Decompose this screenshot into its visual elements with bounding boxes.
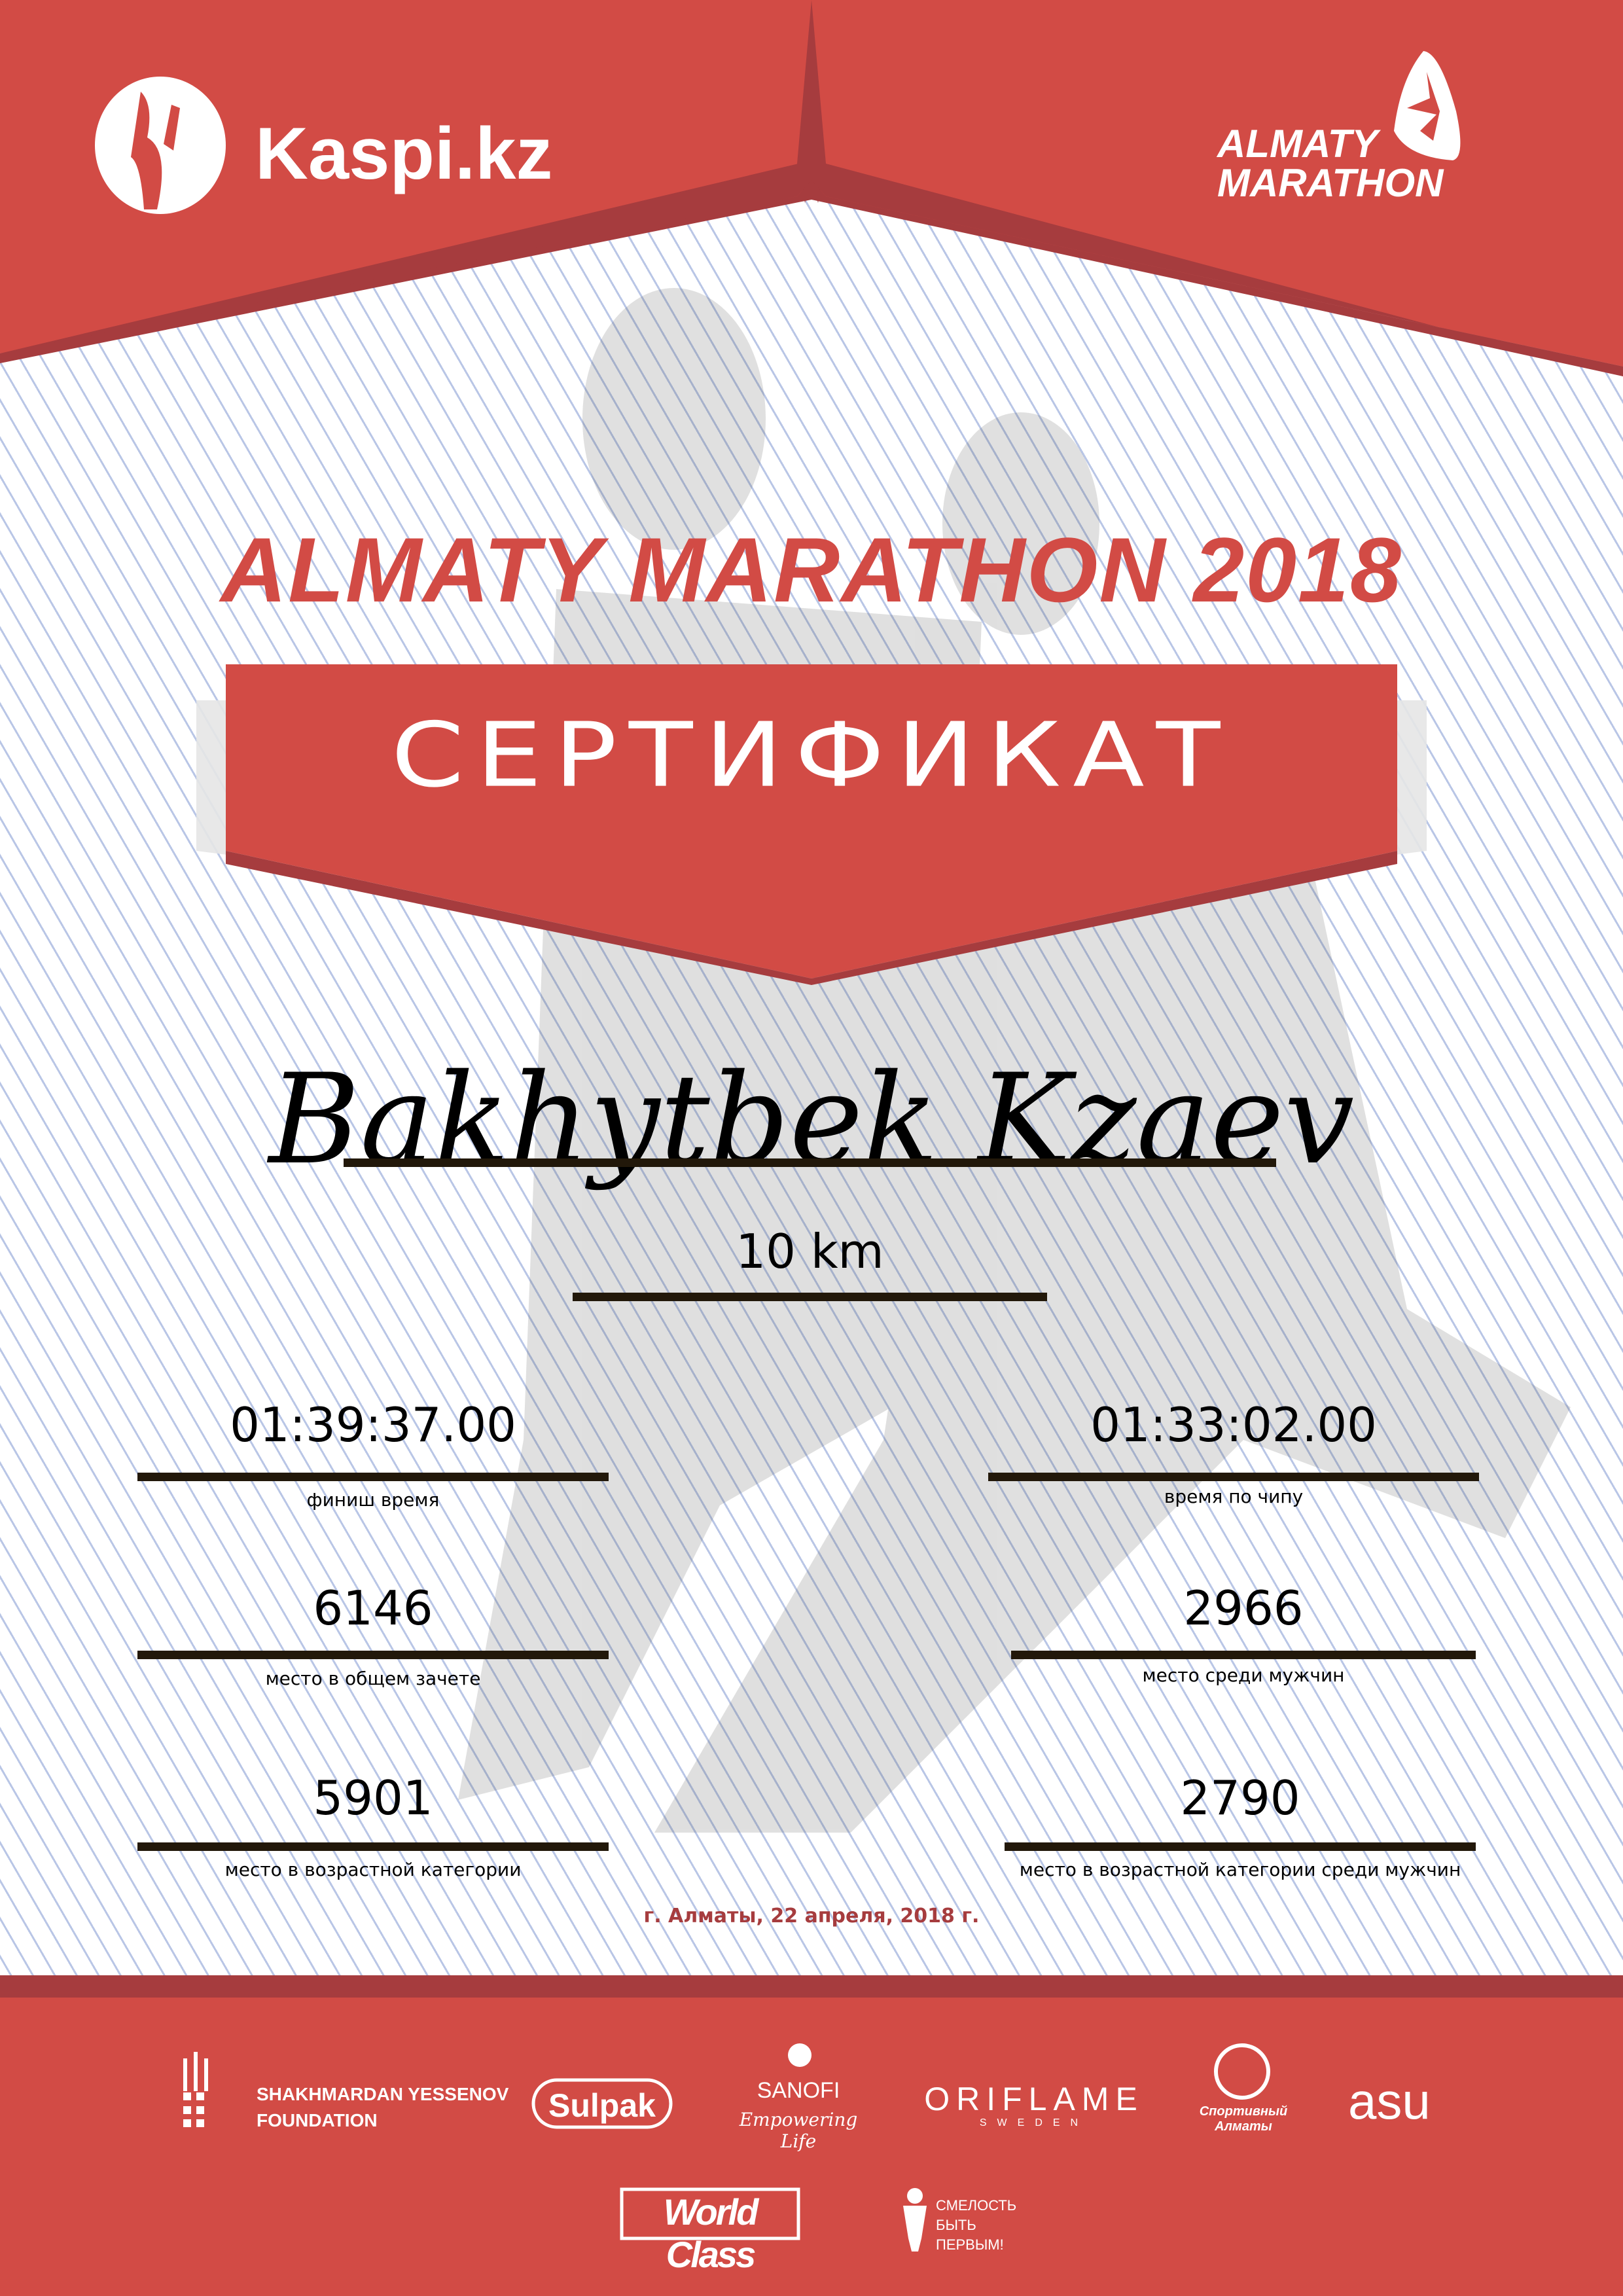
logo-line-2: MARATHON	[1217, 161, 1444, 205]
sanofi-logo-icon	[788, 2043, 812, 2067]
logo-line-1: ALMATY	[1217, 122, 1378, 166]
age-place-value: 5901	[313, 1770, 433, 1825]
yessenov-logo-icon	[183, 2052, 208, 2127]
underline	[137, 1473, 609, 1481]
fund-logo: СМЕЛОСТЬ БЫТЬ ПЕРВЫМ!	[936, 2196, 1016, 2255]
worldclass-logo	[620, 2187, 800, 2240]
footer-band	[0, 1998, 1623, 2296]
sport-almaty-logo-icon	[1214, 2043, 1270, 2100]
worldclass-logo-text: World Class	[663, 2191, 759, 2275]
kaspi-logo: Kaspi.kz	[255, 113, 553, 194]
almaty-marathon-logo: ALMATY MARATHON	[1217, 124, 1444, 203]
distance-value: 10 km	[736, 1224, 884, 1279]
male-place-label: место среди мужчин	[1142, 1664, 1345, 1686]
chip-time-value: 01:33:02.00	[1090, 1397, 1377, 1452]
male-place-value: 2966	[1183, 1581, 1304, 1636]
issue-date: г. Алматы, 22 апреля, 2018 г.	[643, 1905, 980, 1928]
asu-logo: asu	[1348, 2072, 1431, 2130]
yessenov-logo: SHAKHMARDAN YESSENOV FOUNDATION	[257, 2081, 508, 2134]
sanofi-tagline: Empowering Life	[739, 2109, 858, 2152]
overall-place-value: 6146	[313, 1581, 433, 1636]
sulpak-logo-text: Sulpak	[548, 2087, 656, 2124]
underline	[1005, 1842, 1476, 1851]
logo-line: FOUNDATION	[257, 2110, 378, 2130]
chip-time-label: время по чипу	[1164, 1486, 1304, 1507]
finish-time-label: финиш время	[306, 1489, 440, 1511]
sport-almaty-logo: Спортивный Алматы	[1199, 2104, 1288, 2134]
certificate-banner	[226, 664, 1397, 978]
underline	[1011, 1651, 1476, 1659]
participant-name: Bakhytbek Kzaev	[268, 1047, 1355, 1192]
age-male-place-label: место в возрастной категории среди мужчи…	[1019, 1859, 1461, 1880]
almaty-marathon-logo-icon	[1394, 51, 1461, 160]
oriflame-sub: SWEDEN	[979, 2117, 1089, 2128]
sanofi-logo: SANOFI	[757, 2078, 840, 2103]
distance-underline	[573, 1293, 1047, 1301]
logo-line: СМЕЛОСТЬ	[936, 2197, 1017, 2214]
age-male-place-value: 2790	[1180, 1770, 1300, 1825]
oriflame-logo: ORIFLAME	[924, 2081, 1144, 2117]
fund-logo-icon	[903, 2188, 927, 2251]
overall-place-label: место в общем зачете	[265, 1668, 481, 1689]
underline	[137, 1842, 609, 1851]
sulpak-logo	[531, 2078, 673, 2129]
underline	[137, 1651, 609, 1659]
finish-time-value: 01:39:37.00	[230, 1397, 516, 1452]
certificate-heading: СЕРТИФИКАТ	[391, 703, 1232, 807]
underline	[988, 1473, 1479, 1481]
age-place-label: место в возрастной категории	[224, 1859, 522, 1880]
logo-line: ПЕРВЫМ!	[936, 2236, 1004, 2253]
name-underline	[344, 1158, 1276, 1167]
logo-line: БЫТЬ	[936, 2217, 976, 2233]
event-title: ALMATY MARATHON 2018	[221, 518, 1402, 621]
logo-line: SHAKHMARDAN YESSENOV	[257, 2084, 509, 2104]
kaspi-logo-icon	[95, 77, 226, 214]
